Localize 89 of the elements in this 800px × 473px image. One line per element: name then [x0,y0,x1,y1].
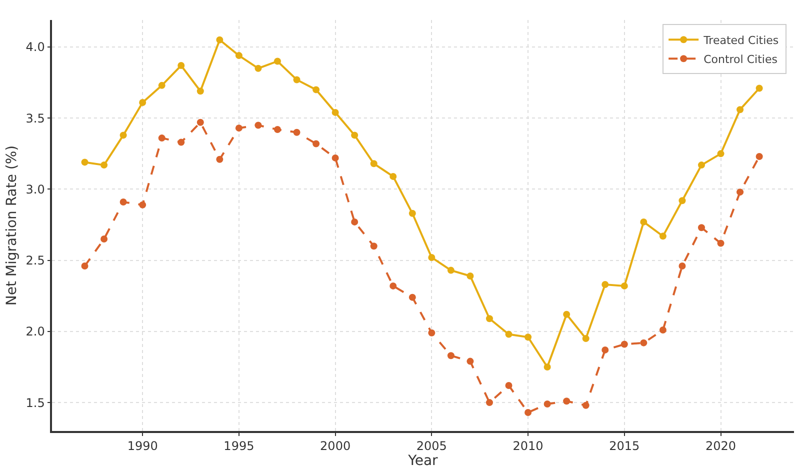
point [524,409,532,416]
point [505,382,512,389]
point [659,326,666,334]
x-tick-label: 2015 [609,439,640,454]
point [563,398,570,405]
point [332,154,339,162]
legend-label: Treated Cities [702,34,779,47]
point [582,402,590,409]
point [139,201,146,208]
point [139,98,146,106]
x-tick-label: 2000 [320,439,351,454]
point [698,162,705,169]
point [100,162,108,169]
point [312,140,320,148]
point [640,339,648,346]
point [524,334,532,341]
point [120,132,127,139]
point [351,132,358,139]
point [486,399,493,406]
point [351,218,358,226]
point [698,224,705,232]
point [312,86,320,94]
point [602,346,609,354]
y-axis-title: Net Migration Rate (%) [4,145,20,306]
point [216,36,224,44]
point [428,254,436,261]
x-axis-title: Year [407,453,438,470]
point [447,352,454,360]
point [717,240,724,247]
y-tick-label: 4.0 [26,40,45,54]
point [81,262,88,270]
point [293,128,300,136]
point [505,330,512,338]
point [466,272,474,280]
point [408,294,416,301]
point [756,84,763,92]
point [447,266,454,274]
point [544,364,551,370]
point [81,158,88,166]
point [274,126,281,134]
point [370,160,378,168]
point [428,329,436,336]
point [196,118,204,126]
y-tick-label: 2.0 [26,324,45,339]
point [659,232,666,240]
point [158,82,166,89]
point [100,236,108,243]
point [254,122,262,129]
x-tick-label: 1995 [224,439,254,454]
x-tick-label: 2010 [512,439,544,454]
legend-label: Control Cities [704,52,778,66]
x-tick-label: 2005 [416,439,447,454]
point [602,281,609,288]
point [196,88,204,95]
point [678,262,686,270]
y-tick-label: 3.5 [26,111,45,126]
point [178,62,185,70]
point [216,156,224,163]
point [620,282,628,290]
y-tick-label: 2.5 [26,254,45,268]
point [370,242,378,250]
x-tick-label: 2020 [705,439,736,454]
point [235,52,242,60]
point [408,210,416,217]
point [274,58,281,65]
point [158,134,166,142]
y-tick-label: 3.0 [26,182,45,196]
point [120,198,127,206]
point [717,150,724,158]
point [254,64,262,72]
point [486,315,493,322]
point [544,400,551,408]
point [332,108,339,116]
point [736,188,744,196]
point [563,310,570,318]
point [293,76,300,84]
point [390,282,397,290]
point [178,138,185,146]
point [640,218,648,226]
point [736,106,744,114]
point [466,358,474,365]
x-tick-label: 1990 [127,439,158,454]
y-tick-label: 1.5 [26,396,45,410]
point [756,153,763,160]
point [620,340,628,348]
point [235,124,242,132]
point [390,172,397,180]
point [678,197,686,204]
point [582,335,590,342]
